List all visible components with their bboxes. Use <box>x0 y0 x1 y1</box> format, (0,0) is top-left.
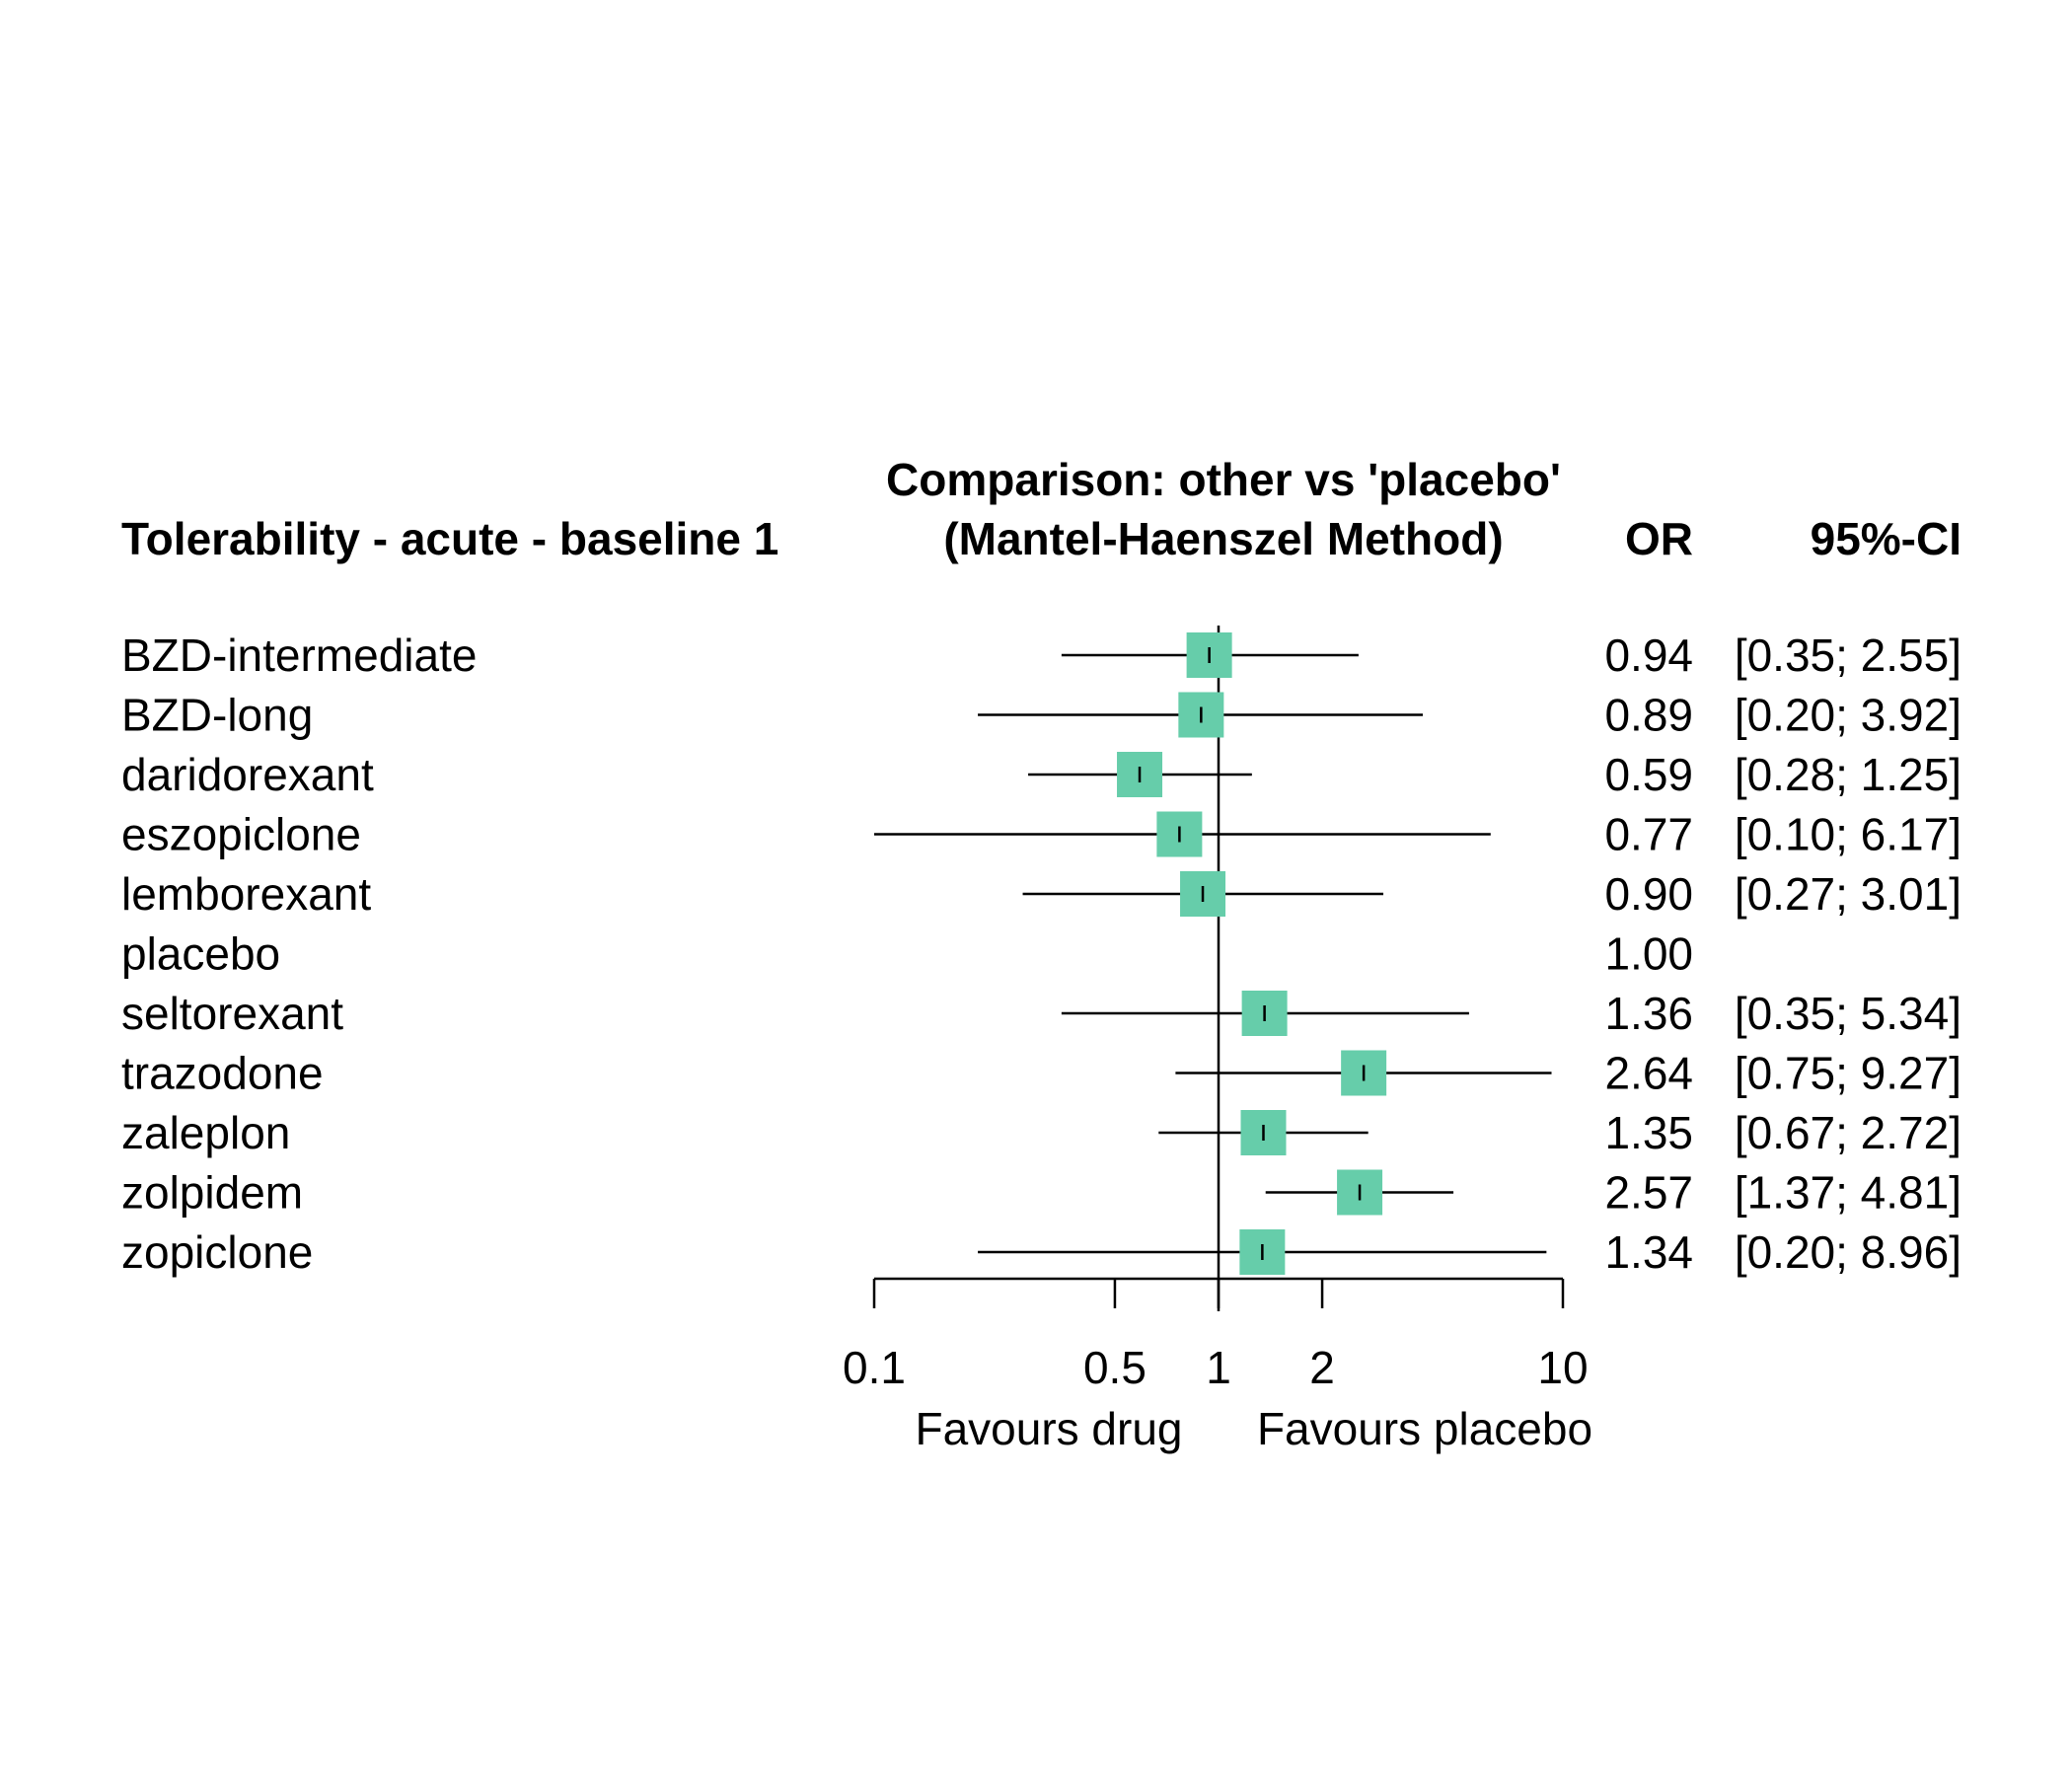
forest-row: BZD-intermediate 0.94 [0.35; 2.55] <box>121 629 1961 681</box>
row-label: BZD-intermediate <box>121 629 477 681</box>
x-axis: 0.1 0.5 1 2 10 <box>843 1277 1589 1393</box>
forest-row: zaleplon 1.35 [0.67; 2.72] <box>121 1107 1961 1158</box>
or-value: 0.77 <box>1604 809 1693 860</box>
ci-value: [0.75; 9.27] <box>1735 1048 1961 1099</box>
forest-row: seltorexant 1.36 [0.35; 5.34] <box>121 988 1961 1039</box>
ci-value: [0.28; 1.25] <box>1735 749 1961 800</box>
or-value: 1.34 <box>1604 1226 1693 1278</box>
row-label: lemborexant <box>121 868 371 920</box>
or-value: 1.00 <box>1604 928 1693 980</box>
row-label: zolpidem <box>121 1167 303 1219</box>
row-label: daridorexant <box>121 749 374 800</box>
row-label: zaleplon <box>121 1107 290 1158</box>
x-tick-label: 0.5 <box>1083 1342 1147 1393</box>
x-tick-label: 0.1 <box>843 1342 906 1393</box>
forest-row: zolpidem 2.57 [1.37; 4.81] <box>121 1167 1961 1219</box>
or-value: 0.89 <box>1604 690 1693 741</box>
ci-column-header: 95%-CI <box>1811 513 1961 564</box>
forest-rows: BZD-intermediate 0.94 [0.35; 2.55] BZD-long… <box>121 629 1961 1278</box>
ci-value: [0.10; 6.17] <box>1735 809 1961 860</box>
ci-value: [1.37; 4.81] <box>1735 1167 1961 1219</box>
favours-drug-label: Favours drug <box>915 1403 1182 1454</box>
ci-value: [0.35; 5.34] <box>1735 988 1961 1039</box>
forest-row: placebo 1.00 <box>121 928 1693 980</box>
ci-value: [0.67; 2.72] <box>1735 1107 1961 1158</box>
or-value: 0.90 <box>1604 868 1693 920</box>
ci-value: [0.20; 3.92] <box>1735 690 1961 741</box>
ci-value: [0.35; 2.55] <box>1735 629 1961 681</box>
or-value: 0.94 <box>1604 629 1693 681</box>
or-value: 1.36 <box>1604 988 1693 1039</box>
or-value: 1.35 <box>1604 1107 1693 1158</box>
forest-row: lemborexant 0.90 [0.27; 3.01] <box>121 868 1961 920</box>
forest-row: trazodone 2.64 [0.75; 9.27] <box>121 1048 1961 1099</box>
forest-row: eszopiclone 0.77 [0.10; 6.17] <box>121 809 1961 860</box>
favours-placebo-label: Favours placebo <box>1257 1403 1592 1454</box>
forest-row: zopiclone 1.34 [0.20; 8.96] <box>121 1226 1961 1278</box>
x-tick-label: 10 <box>1537 1342 1588 1393</box>
ci-value: [0.20; 8.96] <box>1735 1226 1961 1278</box>
row-label: eszopiclone <box>121 809 361 860</box>
x-tick-label: 2 <box>1309 1342 1335 1393</box>
row-label: zopiclone <box>121 1226 313 1278</box>
row-label: trazodone <box>121 1048 324 1099</box>
row-label: BZD-long <box>121 690 313 741</box>
outcome-header: Tolerability - acute - baseline 1 <box>121 513 778 564</box>
or-value: 2.64 <box>1604 1048 1693 1099</box>
x-tick-label: 1 <box>1206 1342 1231 1393</box>
forest-row: daridorexant 0.59 [0.28; 1.25] <box>121 749 1961 800</box>
chart-title-line1: Comparison: other vs 'placebo' <box>886 454 1561 505</box>
or-value: 0.59 <box>1604 749 1693 800</box>
forest-row: BZD-long 0.89 [0.20; 3.92] <box>121 690 1961 741</box>
ci-value: [0.27; 3.01] <box>1735 868 1961 920</box>
or-column-header: OR <box>1625 513 1693 564</box>
row-label: seltorexant <box>121 988 343 1039</box>
chart-title-line2: (Mantel-Haenszel Method) <box>943 513 1503 564</box>
row-label: placebo <box>121 928 280 980</box>
or-value: 2.57 <box>1604 1167 1693 1219</box>
